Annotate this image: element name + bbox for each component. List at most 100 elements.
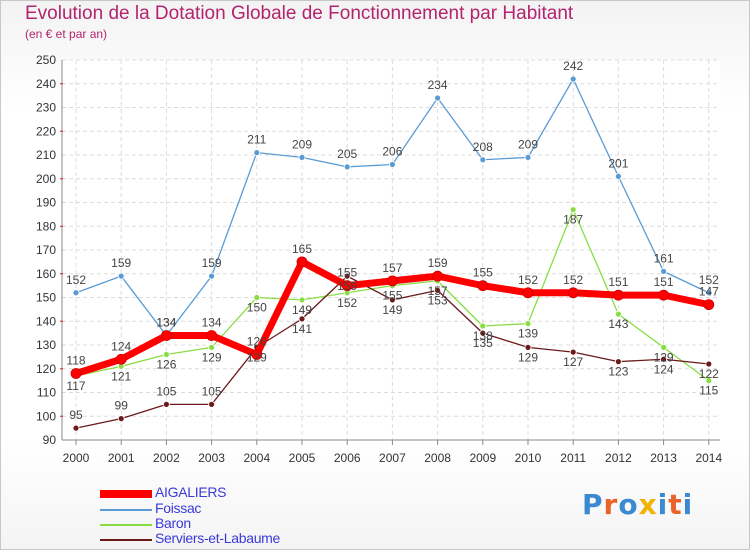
logo-letter: t	[668, 488, 683, 521]
y-tick-label: 120	[36, 362, 56, 376]
data-point	[658, 289, 669, 301]
data-point	[615, 172, 622, 180]
data-label: 159	[337, 279, 357, 293]
y-tick-label: 160	[36, 267, 56, 281]
data-point	[567, 287, 579, 299]
data-label: 157	[428, 284, 448, 298]
data-label: 152	[699, 273, 719, 287]
data-label: 134	[156, 316, 176, 330]
proxiti-logo: Proxiti	[582, 488, 693, 521]
y-tick-label: 90	[43, 433, 57, 447]
data-point	[208, 272, 216, 280]
data-point	[162, 400, 170, 408]
data-label: 105	[156, 384, 176, 398]
data-point	[296, 256, 308, 268]
data-point	[298, 153, 306, 161]
data-point	[524, 153, 532, 161]
data-point	[341, 280, 353, 292]
data-label: 206	[382, 145, 402, 159]
logo-letter: x	[638, 488, 658, 521]
data-point	[206, 330, 218, 341]
data-label: 118	[66, 354, 85, 368]
data-label: 105	[202, 384, 222, 398]
data-point	[477, 280, 489, 292]
y-tick-label: 170	[36, 243, 56, 257]
data-point	[432, 270, 444, 282]
data-point	[660, 267, 667, 275]
data-label: 157	[382, 261, 402, 275]
data-point	[72, 424, 80, 432]
data-label: 155	[382, 289, 402, 303]
data-point	[613, 289, 624, 301]
data-point	[524, 320, 532, 328]
data-point	[705, 289, 713, 297]
x-tick-label: 2012	[605, 451, 632, 465]
data-point	[162, 351, 170, 358]
data-label: 201	[608, 156, 628, 170]
y-tick-label: 210	[36, 148, 56, 162]
x-tick-label: 2007	[379, 451, 406, 465]
data-label: 242	[563, 59, 583, 73]
data-label: 159	[428, 256, 448, 270]
data-point	[298, 296, 306, 304]
data-label: 165	[292, 242, 312, 256]
data-label: 95	[69, 408, 83, 422]
x-tick-label: 2010	[515, 451, 542, 465]
legend-label-serviers: Serviers-et-Labaume	[155, 530, 281, 546]
y-tick-label: 110	[37, 386, 56, 400]
legend-swatch-aigaliers	[100, 490, 152, 498]
data-label: 143	[608, 317, 628, 331]
data-point	[70, 368, 82, 379]
data-label: 124	[111, 339, 131, 353]
data-point	[253, 294, 261, 301]
data-label: 127	[563, 355, 583, 369]
data-label: 153	[428, 293, 448, 307]
data-label: 205	[337, 147, 357, 161]
data-label: 124	[654, 362, 674, 376]
data-label: 147	[699, 285, 719, 299]
data-label: 152	[563, 273, 583, 287]
y-tick-label: 100	[36, 409, 56, 423]
data-label: 149	[292, 303, 312, 317]
data-label: 209	[292, 137, 312, 151]
chart-subtitle: (en € et par an)	[25, 27, 108, 41]
data-label: 208	[473, 140, 493, 154]
data-point	[115, 353, 127, 365]
chart-title: Evolution de la Dotation Globale de Fonc…	[25, 3, 574, 24]
data-label: 161	[654, 251, 674, 265]
legend-label-aigaliers: AIGALIERS	[155, 484, 227, 500]
x-tick-label: 2001	[108, 451, 135, 465]
data-point	[434, 286, 442, 294]
data-point	[660, 355, 667, 363]
y-tick-label: 180	[36, 219, 56, 233]
legend-swatch-serviers	[100, 539, 152, 541]
y-tick-label: 150	[36, 291, 56, 305]
legend-label-baron: Baron	[155, 515, 191, 531]
x-tick-label: 2003	[198, 451, 225, 465]
data-label: 134	[156, 316, 176, 330]
data-label: 134	[202, 316, 222, 330]
data-point	[343, 272, 351, 280]
data-point	[569, 75, 577, 83]
data-label: 141	[292, 322, 312, 336]
x-tick-label: 2000	[63, 451, 90, 465]
data-label: 152	[518, 273, 538, 287]
data-point	[298, 315, 306, 323]
data-point	[251, 349, 263, 360]
legend-swatch-foissac	[100, 509, 152, 511]
y-tick-label: 250	[36, 53, 56, 67]
data-label: 129	[202, 350, 222, 364]
data-point	[160, 330, 172, 341]
data-point	[117, 415, 125, 423]
data-point	[569, 206, 577, 214]
data-point	[253, 149, 261, 157]
data-label: 99	[115, 399, 129, 413]
data-label: 122	[699, 367, 719, 381]
data-label: 129	[518, 350, 538, 364]
data-label: 115	[699, 384, 718, 398]
data-point	[615, 310, 622, 318]
logo-letter: i	[657, 488, 669, 521]
y-tick-label: 240	[36, 77, 56, 91]
data-label: 135	[473, 336, 493, 350]
